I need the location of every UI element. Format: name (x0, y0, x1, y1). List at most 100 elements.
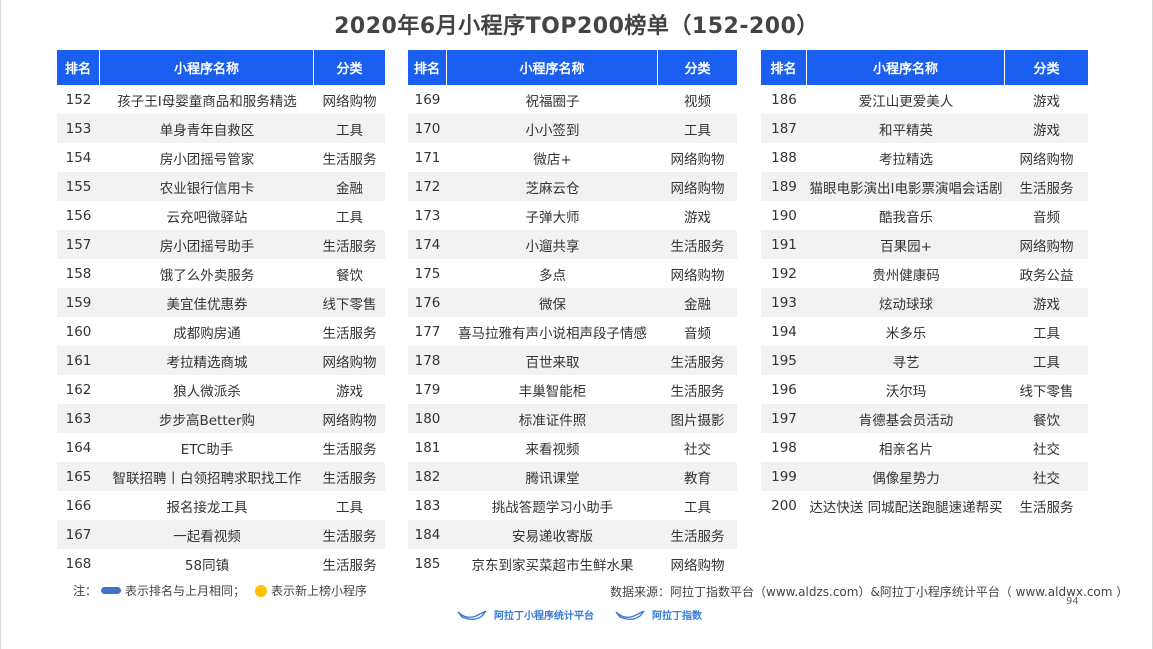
table-row: 194 米多乐 工具 (761, 317, 1088, 346)
category-cell: 工具 (684, 499, 711, 516)
table-row: 193 炫动球球 游戏 (761, 288, 1088, 317)
rank-cell: 182 (414, 468, 441, 485)
name-cell: 安易递收寄版 (512, 528, 593, 545)
new-entry-dot-icon (255, 584, 268, 597)
table-row: 161 考拉精选商城 网络购物 (57, 346, 385, 375)
note-same-rank: 表示排名与上月相同； (125, 584, 246, 598)
name-cell: 炫动球球 (879, 296, 933, 313)
name-cell: 美宜佳优惠券 (166, 296, 248, 313)
table-row: 177 喜马拉雅有声小说相声段子情感 音频 (408, 317, 737, 346)
category-cell: 线下零售 (322, 296, 377, 313)
index-platform-label: 阿拉丁指数 (652, 611, 702, 622)
same-rank-pill-icon (101, 587, 122, 594)
name-cell: 农业银行信用卡 (159, 180, 255, 197)
table-body: 152 孩子王I母婴童商品和服务精选网络购物 153 单身青年自救区 工具 154 房小团摇… (57, 85, 385, 578)
table-row: 173 子弹大师 游戏 (408, 201, 737, 230)
table-row: 200 达达快送 同城配送跑腿速递帮买 生活服务 (761, 491, 1088, 520)
table-header: 排名 小程序名称 分类 (761, 50, 1088, 85)
rank-cell: 197 (771, 410, 797, 427)
rank-cell: 152 (65, 91, 92, 108)
lamp-icon (615, 609, 645, 620)
ranking-table-2: 排名 小程序名称 分类 169 祝福圈子 视频 170 小小签到 工具 171 微店+ 网络购物… (408, 50, 737, 578)
table-row: 197 肯德基会员活动 餐饮 (761, 404, 1088, 433)
rank-cell: 160 (65, 323, 92, 340)
table-row: 178 百世来取 生活服务 (408, 346, 737, 375)
rank-cell: 191 (771, 236, 797, 253)
table-row: 175 多点 网络购物 (408, 259, 737, 288)
category-cell: 视频 (684, 93, 711, 110)
rank-cell: 184 (414, 526, 441, 543)
category-cell: 游戏 (1033, 122, 1060, 139)
name-cell: 房小团摇号助手 (159, 238, 255, 255)
rank-cell: 193 (771, 294, 797, 311)
name-cell: 米多乐 (885, 325, 927, 342)
category-cell: 网络购物 (322, 412, 377, 429)
rank-cell: 169 (414, 91, 441, 108)
rank-cell: 192 (771, 265, 797, 282)
table-row: 184 安易递收寄版 生活服务 (408, 520, 737, 549)
name-cell: 孩子王I母婴童商品和服务精选 (117, 93, 297, 110)
left-border (0, 0, 1, 649)
rank-cell: 200 (771, 497, 797, 514)
name-cell: 小小签到 (525, 122, 580, 139)
rank-cell: 159 (65, 294, 92, 311)
table-row: 180 标准证件照 图片摄影 (408, 404, 737, 433)
table-row: 191 百果园+ 网络购物 (761, 230, 1088, 259)
rank-cell: 174 (414, 236, 441, 253)
name-cell: 房小团摇号管家 (159, 151, 255, 168)
rank-cell: 158 (65, 265, 92, 282)
category-cell: 生活服务 (670, 528, 725, 545)
table-row: 168 58同镇 生活服务 (57, 549, 385, 578)
name-cell: 肯德基会员活动 (858, 412, 954, 429)
category-cell: 网络购物 (670, 557, 725, 574)
name-cell: 多点 (539, 267, 566, 284)
category-cell: 网络购物 (322, 354, 377, 371)
rank-cell: 177 (414, 323, 441, 340)
page-number: 94 (1066, 596, 1079, 607)
rank-cell: 155 (65, 178, 92, 195)
rank-cell: 185 (414, 555, 441, 572)
table-row: 154 房小团摇号管家 生活服务 (57, 143, 385, 172)
table-row: 196 沃尔玛 线下零售 (761, 375, 1088, 404)
category-cell: 教育 (684, 470, 711, 487)
rank-cell: 199 (771, 468, 797, 485)
name-cell: 偶像星势力 (872, 470, 940, 487)
rank-cell: 161 (65, 352, 92, 369)
table-row: 185 京东到家买菜超市生鲜水果 网络购物 (408, 549, 737, 578)
table-row: 166 报名接龙工具 工具 (57, 491, 385, 520)
category-cell: 音频 (1033, 209, 1060, 226)
category-cell: 金融 (336, 180, 363, 197)
stats-platform-label: 阿拉丁小程序统计平台 (494, 611, 594, 622)
category-cell: 生活服务 (670, 354, 725, 371)
name-cell: 猫眼电影演出I电影票演唱会话剧 (809, 180, 1003, 197)
aladdin-stats-logo: 阿拉丁小程序统计平台 (456, 607, 594, 622)
table-row: 158 饿了么外卖服务 餐饮 (57, 259, 385, 288)
table-row: 156 云充吧微驿站 工具 (57, 201, 385, 230)
category-cell: 图片摄影 (670, 412, 725, 429)
name-cell: 和平精英 (879, 122, 933, 139)
name-cell: 饿了么外卖服务 (159, 267, 255, 284)
table-row: 198 相亲名片 社交 (761, 433, 1088, 462)
category-cell: 游戏 (336, 383, 363, 400)
header-category: 分类 (1005, 50, 1088, 85)
name-cell: 考拉精选商城 (166, 354, 248, 371)
header-rank: 排名 (57, 50, 100, 85)
table-row: 157 房小团摇号助手 生活服务 (57, 230, 385, 259)
rank-cell: 178 (414, 352, 441, 369)
name-cell: 寻艺 (892, 354, 920, 371)
rank-cell: 176 (414, 294, 441, 311)
note-prefix: 注： (73, 584, 98, 598)
name-cell: 云充吧微驿站 (166, 209, 248, 226)
rank-cell: 194 (771, 323, 797, 340)
category-cell: 餐饮 (1033, 412, 1060, 429)
rank-cell: 198 (771, 439, 797, 456)
category-cell: 生活服务 (670, 383, 725, 400)
category-cell: 网络购物 (1019, 151, 1074, 168)
header-rank: 排名 (761, 50, 807, 85)
rank-cell: 170 (414, 120, 441, 137)
name-cell: 达达快送 同城配送跑腿速递帮买 (809, 499, 1003, 516)
table-row: 153 单身青年自救区 工具 (57, 114, 385, 143)
category-cell: 线下零售 (1019, 383, 1074, 400)
category-cell: 生活服务 (322, 441, 377, 458)
name-cell: ETC助手 (180, 441, 234, 458)
